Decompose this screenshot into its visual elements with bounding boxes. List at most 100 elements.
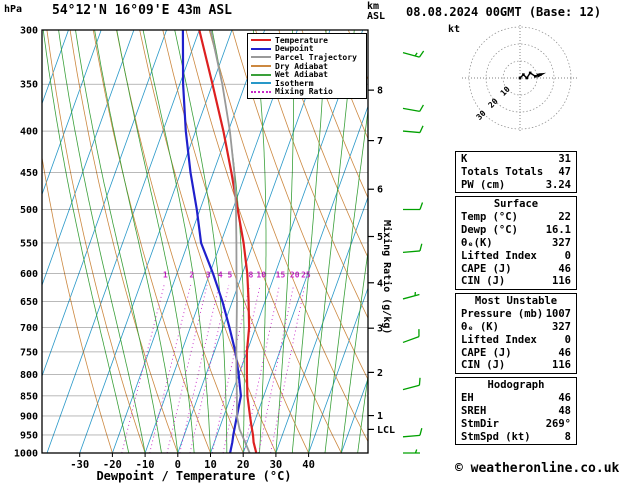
stat-label: PW (cm): [461, 178, 506, 191]
mixing-ratio-value-label: 8: [248, 271, 253, 280]
pressure-tick-label: 450: [20, 168, 38, 179]
stat-row: Temp (°C) 22: [461, 211, 571, 224]
stats-box: K 31 Totals Totals 47 PW (cm) 3.24: [455, 151, 577, 194]
stat-label: Lifted Index: [461, 333, 537, 346]
stat-value: 46: [558, 346, 571, 359]
wind-barb-staff: [402, 52, 420, 58]
dewpoint-swatch: [251, 47, 271, 50]
legend-label: Wet Adiabat: [275, 70, 328, 80]
legend: Temperature Dewpoint Parcel Trajectory Dry …: [247, 33, 367, 100]
hodograph-arrow: [536, 72, 547, 78]
pressure-unit-label: hPa: [4, 4, 23, 15]
wind-barb-staff: [402, 384, 420, 391]
stat-label: θₑ (K): [461, 320, 499, 333]
asl-label: ASL: [367, 11, 386, 22]
mixing-ratio-lines: 1 2 3 4 5 8 10 15 20 25: [121, 271, 311, 453]
stat-row: SREH 48: [461, 405, 571, 418]
mixing-ratio-value-label: 1: [163, 271, 168, 280]
stat-value: 8: [564, 430, 571, 443]
stat-label: Dewp (°C): [461, 224, 518, 237]
stat-label: Lifted Index: [461, 249, 537, 262]
stat-row: Totals Totals 47: [461, 166, 571, 179]
mixing-ratio-axis-label: Mixing Ratio (g/kg): [381, 220, 392, 335]
dry-adiabat-swatch: [251, 65, 271, 68]
temp-tick-label: 30: [270, 459, 283, 471]
stat-row: θₑ (K) 327: [461, 321, 571, 334]
legend-label: Isotherm: [275, 78, 314, 88]
stat-value: 22: [558, 211, 571, 224]
hodograph-unit-label: kt: [448, 24, 461, 35]
stat-label: StmDir: [461, 417, 499, 430]
wind-barb-staff: [402, 250, 420, 254]
stat-row: Lifted Index 0: [461, 250, 571, 263]
stat-label: StmSpd (kt): [461, 430, 531, 443]
dewpoint-curve: [181, 30, 242, 453]
pressure-tick-label: 750: [20, 347, 38, 358]
stat-label: CAPE (J): [461, 346, 512, 359]
temp-tick-label: -20: [103, 459, 122, 471]
legend-item: Dry Adiabat: [251, 62, 363, 71]
stat-label: Pressure (mb): [461, 308, 544, 321]
pressure-tick-label: 650: [20, 297, 38, 308]
isotherm-lines: [42, 30, 368, 453]
legend-item: Isotherm: [251, 79, 363, 88]
wind-barbs: [402, 50, 425, 454]
stat-value: 46: [558, 392, 571, 405]
wind-barb-staff: [402, 107, 420, 112]
legend-item: Temperature: [251, 36, 363, 45]
legend-label: Mixing Ratio: [275, 87, 333, 97]
legend-item: Mixing Ratio: [251, 87, 363, 97]
legend-label: Dry Adiabat: [275, 61, 328, 71]
stats-panel: K 31 Totals Totals 47 PW (cm) 3.24 Surface Temp…: [455, 151, 577, 448]
stat-row: CAPE (J) 46: [461, 347, 571, 360]
stat-row: PW (cm) 3.24: [461, 179, 571, 192]
mixing-ratio-value-label: 25: [301, 271, 311, 280]
stat-row: K 31: [461, 153, 571, 166]
temp-axis-ticks: -30 -20 -10 0 10 20 30 40: [70, 453, 315, 471]
hodograph-ring-label: 20: [487, 97, 500, 110]
stat-label: CIN (J): [461, 275, 506, 288]
wind-barb-staff: [402, 434, 420, 438]
stat-label: SREH: [461, 404, 487, 417]
stat-value: 16.1: [545, 224, 571, 237]
stat-row: CAPE (J) 46: [461, 263, 571, 276]
stat-row: StmDir 269°: [461, 418, 571, 431]
station-title: 54°12'N 16°09'E 43m ASL: [52, 3, 233, 18]
sounding-profiles: [181, 30, 258, 453]
km-tick-label: 3: [377, 324, 383, 335]
stat-value: 47: [558, 165, 571, 178]
legend-label: Parcel Trajectory: [275, 52, 357, 62]
hodograph-ring-label: 30: [475, 109, 488, 122]
pressure-tick-label: 500: [20, 205, 38, 216]
km-tick-label: 1: [377, 411, 383, 422]
stat-row: Pressure (mb) 1007: [461, 308, 571, 321]
hodograph-ring-label: 10: [499, 85, 512, 98]
stat-row: CIN (J) 116: [461, 275, 571, 288]
pressure-tick-label: 900: [20, 411, 38, 422]
temp-tick-label: -30: [70, 459, 89, 471]
stat-label: Temp (°C): [461, 211, 518, 224]
stat-value: 269°: [545, 417, 571, 430]
km-tick-label: 2: [377, 368, 383, 379]
parcel-trajectory-swatch: [251, 56, 271, 59]
mixing-ratio-value-label: 5: [227, 271, 232, 280]
pressure-tick-label: 550: [20, 238, 38, 249]
mixing-ratio-value-label: 2: [189, 271, 194, 280]
km-tick-label: 5: [377, 232, 383, 243]
stat-row: θₑ(K) 327: [461, 237, 571, 250]
stat-label: CAPE (J): [461, 262, 512, 275]
stats-box: Surface Temp (°C) 22 Dewp (°C) 16.1 θₑ(K) 327 L…: [455, 196, 577, 291]
wet-adiabat-swatch: [251, 73, 271, 76]
stat-value: 116: [552, 359, 571, 372]
plot-border: [41, 29, 369, 454]
temp-tick-label: 20: [237, 459, 250, 471]
parcel_trajectory-curve: [209, 30, 251, 453]
stat-value: 48: [558, 404, 571, 417]
stats-section-title: Hodograph: [487, 379, 545, 392]
wind-barb-staff: [402, 293, 420, 300]
pressure-tick-label: 850: [20, 391, 38, 402]
stat-value: 327: [552, 320, 571, 333]
